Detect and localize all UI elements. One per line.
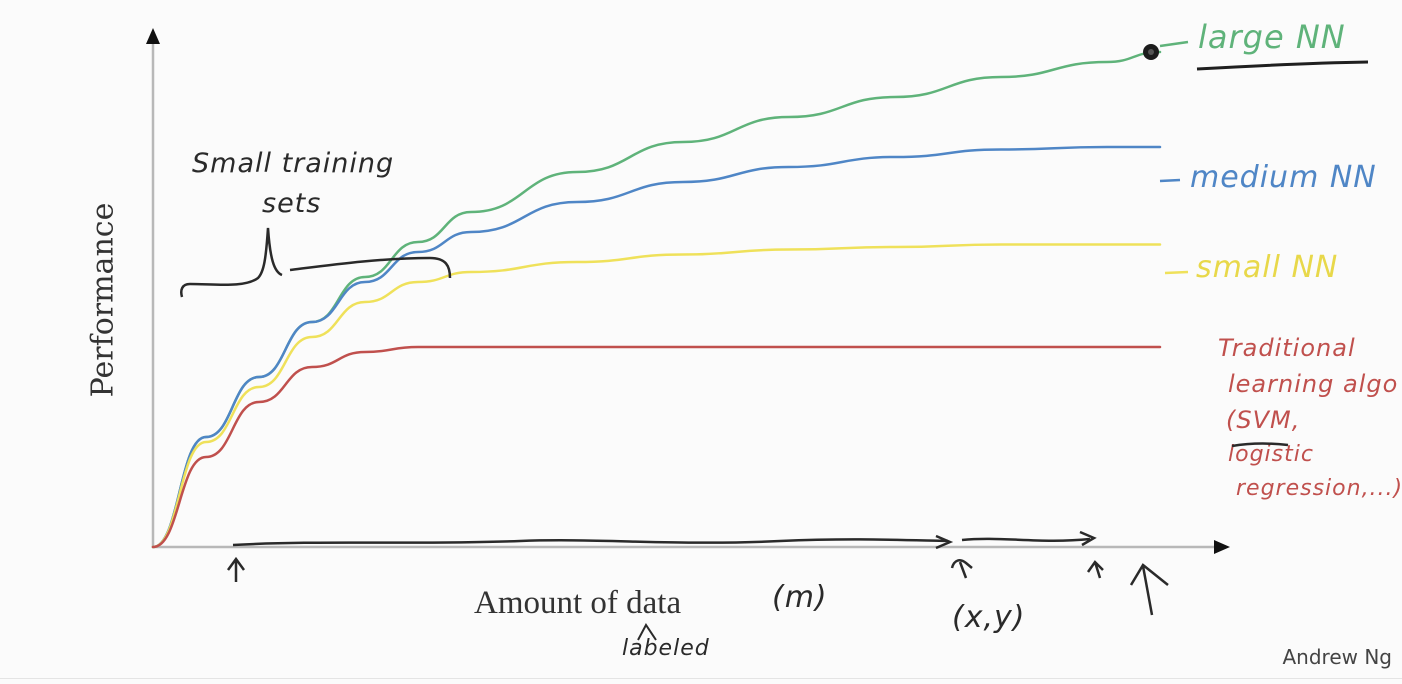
series-layer xyxy=(151,50,1162,549)
x-axis-label: Amount of data xyxy=(474,585,682,621)
legend-traditional-line: learning algo xyxy=(1228,370,1399,398)
series-line-large xyxy=(151,50,1162,549)
insertion-caret xyxy=(637,623,657,641)
small-training-sets-brace-right xyxy=(289,256,452,279)
x-axis-arrowhead-icon xyxy=(1214,540,1230,554)
legend-medium-nn: medium NN xyxy=(1190,160,1377,195)
small-training-sets-label-line1: Small training xyxy=(192,148,395,179)
up-arrow-icon xyxy=(1129,563,1169,616)
legend-small-nn: small NN xyxy=(1196,250,1339,285)
legend-traditional-line: (SVM, xyxy=(1226,406,1301,434)
series-line-medium xyxy=(151,145,1162,549)
legend-traditional-line: Traditional xyxy=(1218,334,1356,362)
up-arrow-icon xyxy=(226,556,246,582)
series-line-small xyxy=(151,243,1162,549)
up-arrow-icon xyxy=(1086,560,1104,579)
arrowhead-icon xyxy=(935,534,954,550)
y-axis-arrowhead-icon xyxy=(146,28,160,44)
large-nn-underline xyxy=(1196,60,1369,71)
axes xyxy=(146,28,1230,554)
labeled-annotation: labeled xyxy=(622,636,710,661)
legend-traditional: Traditional learning algo (SVM, logistic… xyxy=(1218,330,1402,506)
legend-connectors xyxy=(1159,40,1189,275)
y-axis-label: Performance xyxy=(85,202,121,398)
legend-large-nn: large NN xyxy=(1198,18,1346,56)
bottom-divider xyxy=(0,678,1402,679)
xy-label: (x,y) xyxy=(952,600,1026,635)
small-training-sets-brace-left xyxy=(180,227,283,298)
up-arrow-icon xyxy=(950,559,973,579)
legend-traditional-line: regression,...) xyxy=(1236,476,1402,501)
legend-traditional-line: logistic xyxy=(1228,442,1314,467)
series-line-traditional xyxy=(151,345,1162,549)
arrowhead-icon xyxy=(1079,530,1097,547)
author-credit: Andrew Ng xyxy=(1282,645,1392,669)
x-span-arrow-1 xyxy=(232,538,949,547)
m-label: (m) xyxy=(772,580,828,615)
axis-point-arrows xyxy=(226,556,1169,616)
small-training-sets-label-line2: sets xyxy=(262,188,322,219)
x-span-arrow-2 xyxy=(961,537,1091,542)
svm-underline xyxy=(1231,442,1289,448)
